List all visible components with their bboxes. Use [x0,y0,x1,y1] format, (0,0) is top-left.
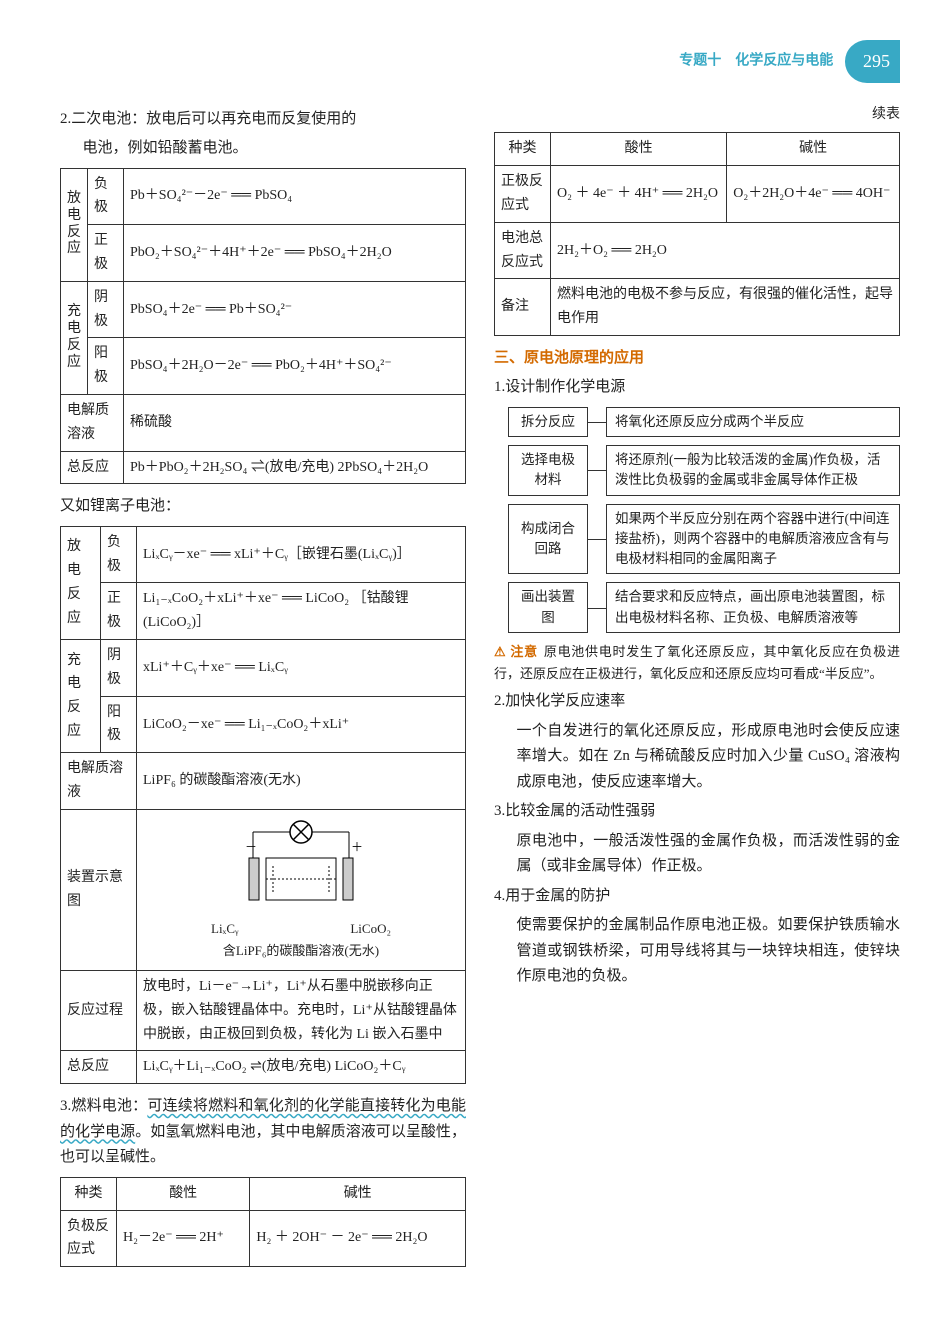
fuel-label: 3.燃料电池： [60,1098,147,1114]
tb3b-r4-l: 备注 [495,279,551,336]
tb1-r5-l: 电解质溶液 [61,394,124,451]
tb2-r2-c3: Li₁₋ₓCoO₂＋xLi⁺＋xe⁻ ══ LiCoO₂ ［钴酸锂(LiCoO₂… [137,583,466,640]
flow-b-r: 将还原剂(一般为比较活泼的金属)作负极，活泼性比负极弱的金属或非金属导体作正极 [606,445,900,496]
tb3-h3: 碱性 [250,1177,466,1210]
flow-a-l: 拆分反应 [508,407,588,437]
tb3-h2: 酸性 [117,1177,250,1210]
tb2-device-label: 装置示意图 [61,809,137,970]
tb2-r8-l: 总反应 [61,1051,137,1084]
tb3b-r2-l: 正极反应式 [495,166,551,223]
flow-conn-1 [588,407,606,437]
flow-a-r: 将氧化还原反应分成两个半反应 [606,407,900,437]
tb2-r4-c2: 阳极 [101,696,137,753]
warn-label: 注意 [510,644,537,659]
tb2-r3-c3: xLi⁺＋Cᵧ＋xe⁻ ══ LiₓCᵧ [137,640,466,697]
sec3-2: 2.加快化学反应速率 [494,689,900,715]
svg-text:＋: ＋ [351,840,363,854]
battery-svg: － ＋ [211,818,391,918]
tb2-r5-r: LiPF₆ 的碳酸酯溶液(无水) [137,753,466,810]
tb2-r1-c2: 负极 [101,526,137,583]
tb1-charge: 充电反应 [61,281,88,394]
tb2-r7-l: 反应过程 [61,971,137,1051]
tb1-discharge: 放电反应 [61,168,88,281]
tb2-discharge: 放电反应 [61,526,101,639]
left-column: 2.二次电池：放电后可以再充电而反复使用的 电池，例如铅酸蓄电池。 放电反应 负… [60,103,466,1278]
section3-title: 三、原电池原理的应用 [494,346,900,372]
tb1-r5-r: 稀硫酸 [124,394,466,451]
tb3-r1-b: H₂ ＋ 2OH⁻ － 2e⁻ ══ 2H₂O [250,1210,466,1267]
tb1-r1-c2: 负极 [88,168,124,225]
tb3b-r3: 2H₂＋O₂ ══ 2H₂O [551,222,900,279]
svg-text:－: － [245,840,257,854]
tb2-r1-c3: LiₓCᵧ－xe⁻ ══ xLi⁺＋Cᵧ［嵌锂石墨(LiₓCᵧ)］ [137,526,466,583]
flow-conn-3 [588,504,606,575]
device-left-label: LiₓCᵧ [211,918,238,940]
flow-diagram: 拆分反应 将氧化还原反应分成两个半反应 选择电极材料 将还原剂(一般为比较活泼的… [508,407,900,633]
tb1-r1-c3: Pb＋SO₄²⁻－2e⁻ ══ PbSO₄ [124,168,466,225]
warn-text: 原电池供电时发生了氧化还原反应，其中氧化反应在负极进行，还原反应在正极进行，氧化… [494,644,900,681]
fuel-cell-para: 3.燃料电池：可连续将燃料和氧化剂的化学能直接转化为电能的化学电源。如氢氧燃料电… [60,1094,466,1171]
tb1-r6-r: Pb＋PbO₂＋2H₂SO₄ ⇌(放电/充电) 2PbSO₄＋2H₂O [124,451,466,484]
lead-acid-table: 放电反应 负极 Pb＋SO₄²⁻－2e⁻ ══ PbSO₄ 正极 PbO₂＋SO… [60,168,466,485]
sec3-1: 1.设计制作化学电源 [494,375,900,401]
sec3-4: 4.用于金属的防护 [494,884,900,910]
tb1-r3-c3: PbSO₄＋2e⁻ ══ Pb＋SO₄²⁻ [124,281,466,338]
li-ion-intro: 又如锂离子电池： [60,494,466,520]
tb1-r2-c2: 正极 [88,225,124,282]
sec2-intro-l1: 2.二次电池：放电后可以再充电而反复使用的 [60,107,466,133]
li-ion-table: 放电反应 负极 LiₓCᵧ－xe⁻ ══ xLi⁺＋Cᵧ［嵌锂石墨(LiₓCᵧ)… [60,526,466,1084]
tb2-r8-r: LiₓCᵧ＋Li₁₋ₓCoO₂ ⇌(放电/充电) LiCoO₂＋Cᵧ [137,1051,466,1084]
tb1-r4-c2: 阳极 [88,338,124,395]
tb3b-r3-l: 电池总反应式 [495,222,551,279]
tb3b-h2: 酸性 [551,133,727,166]
flow-b-l: 选择电极材料 [508,445,588,496]
flow-c-l: 构成闭合回路 [508,504,588,575]
device-right-label: LiCoO₂ [350,918,391,940]
sec2-intro-l2: 电池，例如铅酸蓄电池。 [83,136,467,162]
tb2-charge: 充电反应 [61,640,101,753]
tb2-r4-c3: LiCoO₂－xe⁻ ══ Li₁₋ₓCoO₂＋xLi⁺ [137,696,466,753]
device-caption: 含LiPF₆的碳酸酯溶液(无水) [201,940,401,962]
right-column: 续表 种类 酸性 碱性 正极反应式 O₂ ＋ 4e⁻ ＋ 4H⁺ ══ 2H₂O… [494,103,900,1278]
flow-conn-2 [588,445,606,496]
fuel-cell-table-b: 种类 酸性 碱性 正极反应式 O₂ ＋ 4e⁻ ＋ 4H⁺ ══ 2H₂O O₂… [494,132,900,336]
flow-c-r: 如果两个半反应分别在两个容器中进行(中间连接盐桥)，则两个容器中的电解质溶液应含… [606,504,900,575]
device-diagram: － ＋ LiₓCᵧ LiCoO₂ [201,818,401,962]
sec3-4-txt: 使需要保护的金属制品作原电池正极。如要保护铁质输水管道或钢铁桥梁，可用导线将其与… [517,913,901,990]
tb3b-h1: 种类 [495,133,551,166]
tb3-r1-a: H₂－2e⁻ ══ 2H⁺ [117,1210,250,1267]
tb3b-r2-b: O₂＋2H₂O＋4e⁻ ══ 4OH⁻ [727,166,900,223]
tb2-r2-c2: 正极 [101,583,137,640]
tb3-r1-l: 负极反应式 [61,1210,117,1267]
tb1-r4-c3: PbSO₄＋2H₂O－2e⁻ ══ PbO₂＋4H⁺＋SO₄²⁻ [124,338,466,395]
tb2-r3-c2: 阴极 [101,640,137,697]
warn-para: ⚠ 注意原电池供电时发生了氧化还原反应，其中氧化反应在负极进行，还原反应在正极进行… [494,641,900,685]
flow-d-l: 画出装置图 [508,582,588,633]
tb2-r5-l: 电解质溶液 [61,753,137,810]
fuel-cell-table-a: 种类 酸性 碱性 负极反应式 H₂－2e⁻ ══ 2H⁺ H₂ ＋ 2OH⁻ －… [60,1177,466,1267]
flow-conn-4 [588,582,606,633]
sec3-3: 3.比较金属的活动性强弱 [494,799,900,825]
warn-icon: ⚠ [494,644,506,659]
sec3-3-txt: 原电池中，一般活泼性强的金属作负极，而活泼性弱的金属（或非金属导体）作正极。 [517,829,901,880]
tb3-h1: 种类 [61,1177,117,1210]
page-number-badge: 295 [845,40,900,83]
tb2-r7-r: 放电时，Li－e⁻→Li⁺，Li⁺从石墨中脱嵌移向正极，嵌入钴酸锂晶体中。充电时… [137,971,466,1051]
flow-d-r: 结合要求和反应特点，画出原电池装置图，标出电极材料名称、正负极、电解质溶液等 [606,582,900,633]
tb3b-r2-a: O₂ ＋ 4e⁻ ＋ 4H⁺ ══ 2H₂O [551,166,727,223]
continue-label: 续表 [494,103,900,127]
tb3b-h3: 碱性 [727,133,900,166]
tb2-device-cell: － ＋ LiₓCᵧ LiCoO₂ [137,809,466,970]
tb1-r6-l: 总反应 [61,451,124,484]
sec3-2-txt: 一个自发进行的氧化还原反应，形成原电池时会使反应速率增大。如在 Zn 与稀硫酸反… [517,719,901,796]
tb1-r2-c3: PbO₂＋SO₄²⁻＋4H⁺＋2e⁻ ══ PbSO₄＋2H₂O [124,225,466,282]
tb3b-r4: 燃料电池的电极不参与反应，有很强的催化活性，起导电作用 [551,279,900,336]
tb1-r3-c2: 阴极 [88,281,124,338]
page-header: 专题十 化学反应与电能 295 [60,40,900,83]
header-topic: 专题十 化学反应与电能 [679,53,833,68]
